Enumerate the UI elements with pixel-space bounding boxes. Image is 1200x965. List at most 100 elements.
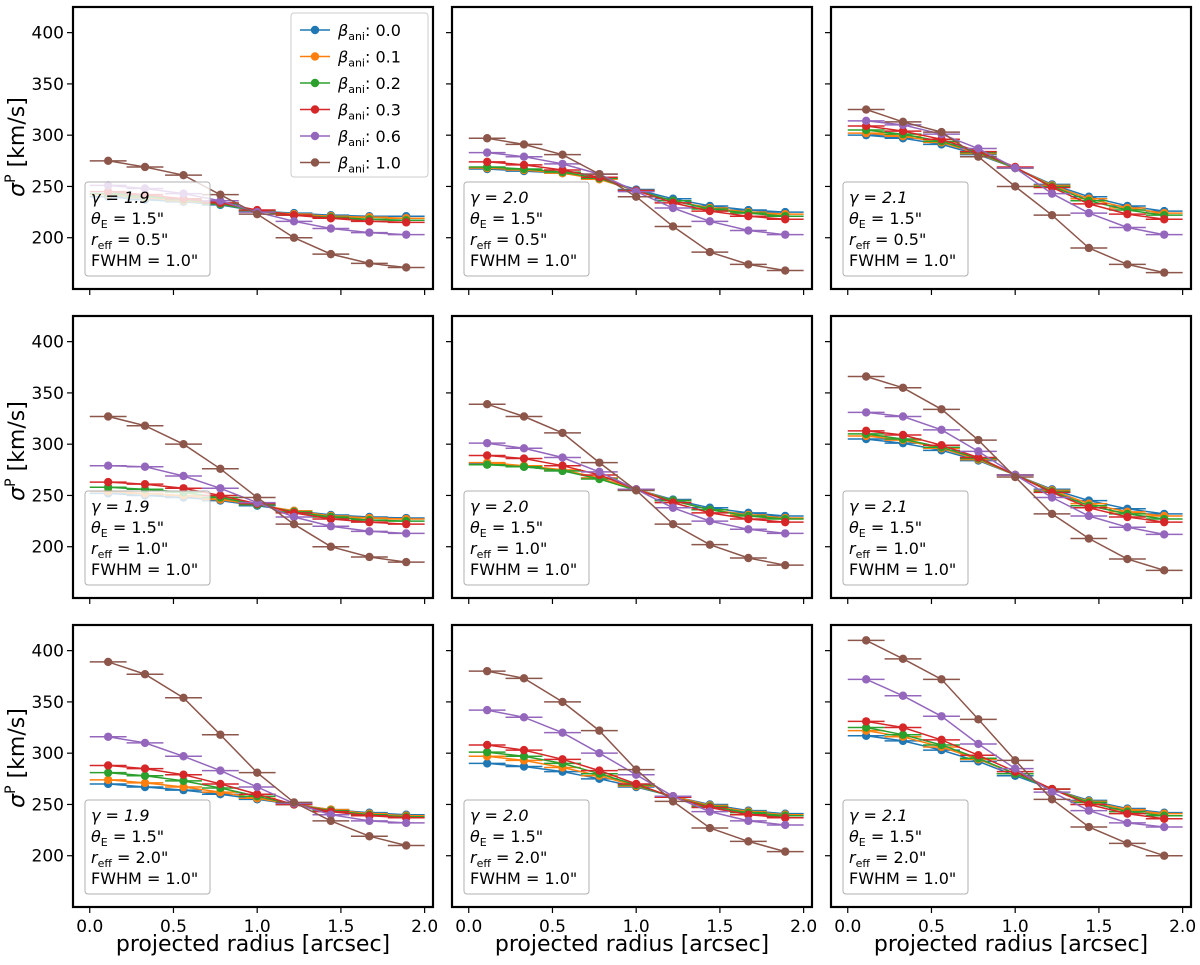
plot-area [847,105,1183,277]
data-point [937,127,946,137]
parameter-box-frame [463,799,590,895]
data-point [482,705,492,715]
data-point [289,512,299,522]
plot-area [847,636,1183,860]
data-point [1010,163,1020,173]
parameter-box-frame [84,799,211,895]
data-point [668,203,678,213]
legend-label: βani: 0.3 [337,101,401,123]
data-point [1123,839,1132,848]
y-label-symbol: σ [5,486,30,501]
data-point [140,764,150,773]
legend-marker [310,105,320,114]
data-point [595,458,604,467]
data-point [1160,215,1169,224]
data-point [326,810,336,819]
data-point [974,435,983,445]
parameter-line: γ = 1.9 [91,188,150,207]
x-tick-label: 0.0 [76,917,103,937]
y-tick-label: 400 [32,642,64,662]
data-point [482,747,492,757]
x-tick-label: 0.5 [160,917,187,937]
data-point [365,259,374,268]
data-point [1160,851,1169,860]
data-point [365,517,374,527]
plot-area [468,399,804,570]
y-tick-label: 350 [32,384,64,404]
data-point [482,134,492,143]
series-beta-1.0 [847,372,1183,575]
x-tick-label: 1.0 [1002,917,1029,937]
parameter-line: θE = 1.5" [470,209,543,231]
data-point [482,438,492,448]
data-point [744,514,753,524]
parameter-box-frame [463,490,590,586]
legend-label: βani: 0.2 [337,74,401,96]
data-point [781,266,790,275]
data-point [781,517,790,527]
panel-r2-c2: γ = 2.0 θE = 1.5"reff = 1.0"FWHM = 1.0" [446,314,814,604]
x-tick-label: 1.5 [327,917,354,937]
data-point [595,726,604,735]
data-point [216,484,225,493]
legend-marker [310,25,320,35]
data-point [289,217,299,226]
data-point [744,226,753,235]
legend-marker [310,78,320,88]
series-beta-1.0 [468,666,804,856]
data-point [1123,223,1132,232]
data-point [1010,472,1020,482]
data-point [252,209,262,219]
data-point [140,421,150,430]
series-beta-0.3 [468,740,804,822]
data-point [216,766,225,775]
data-point [861,675,871,684]
data-point [744,810,753,819]
data-point [519,444,529,453]
data-point [365,832,374,841]
data-point [744,260,753,269]
data-point [898,723,908,732]
series-beta-1.0 [468,399,804,570]
y-tick-label: 350 [32,75,64,95]
data-point [861,426,871,436]
data-point [668,503,678,512]
data-point [668,797,678,806]
data-point [705,823,715,833]
data-point [631,779,641,789]
data-point [1123,512,1132,522]
axes-frame [450,623,814,909]
parameter-line: FWHM = 1.0" [849,560,956,579]
data-point [216,190,225,199]
series-beta-1.0 [468,134,804,275]
y-tick-label: 300 [32,435,64,455]
panel-r2-c1: 200 250 300 350 400 γ = 1.9 θE = 1.5"reff = 1.… [32,314,435,604]
series-beta-0.6 [468,705,804,830]
data-point [140,162,150,172]
series-beta-0.6 [89,461,425,538]
data-point [519,674,529,683]
parameter-line: γ = 2.1 [849,188,908,207]
data-point [103,477,113,487]
data-point [482,759,492,768]
x-tick-label: 1.0 [623,917,650,937]
y-label-symbol: σ [5,182,30,197]
parameter-line: γ = 2.0 [470,188,529,207]
legend-label: βani: 0.0 [337,21,401,43]
parameter-line: reff = 1.0" [470,539,547,561]
data-point [519,462,529,471]
parameter-box-frame [84,490,211,586]
parameter-line: reff = 2.0" [470,848,547,870]
data-point [898,126,908,136]
x-tick-label: 2.0 [790,917,817,937]
data-point [326,249,336,259]
parameter-line: reff = 2.0" [91,848,168,870]
parameter-line: θE = 1.5" [849,518,922,540]
x-tick-label: 2.0 [411,917,438,937]
data-point [519,745,529,755]
parameter-box-frame [463,181,590,277]
data-point [937,735,946,745]
data-point [1084,208,1094,218]
data-point [365,228,374,237]
data-point [252,493,262,502]
